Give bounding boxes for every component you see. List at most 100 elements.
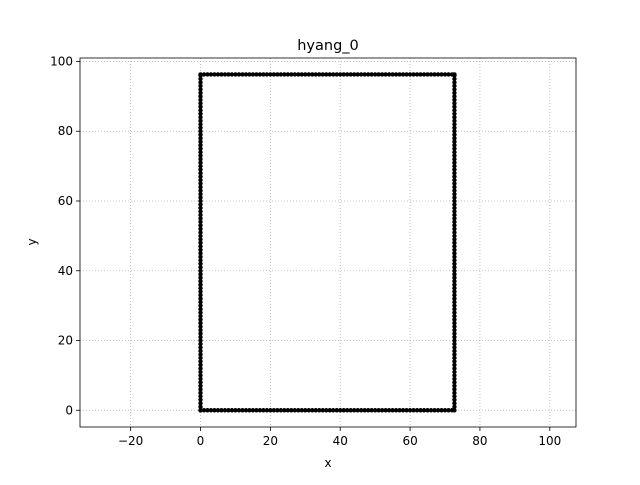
x-tick-label: 40 bbox=[333, 434, 348, 448]
data-point bbox=[452, 97, 457, 103]
data-point bbox=[198, 268, 203, 273]
data-point bbox=[215, 72, 221, 77]
ticks-layer: −20 0 20 40 60 80 100 0 20 40 60 80 100 bbox=[50, 54, 561, 448]
data-point bbox=[452, 397, 457, 402]
data-point bbox=[452, 104, 457, 110]
data-point bbox=[452, 275, 457, 280]
data-point bbox=[208, 408, 214, 413]
data-point bbox=[198, 341, 203, 347]
data-point bbox=[317, 72, 322, 77]
data-point bbox=[198, 219, 203, 225]
data-point bbox=[452, 87, 457, 92]
data-point bbox=[452, 191, 457, 197]
data-point bbox=[208, 72, 214, 77]
data-point bbox=[201, 72, 207, 77]
data-point bbox=[452, 153, 457, 158]
data-point bbox=[452, 327, 457, 333]
data-point bbox=[198, 132, 203, 137]
data-point bbox=[452, 408, 457, 413]
data-point bbox=[271, 408, 277, 413]
data-point bbox=[428, 72, 434, 77]
data-point bbox=[452, 359, 457, 364]
data-point bbox=[418, 72, 423, 77]
data-point bbox=[411, 72, 416, 77]
data-point bbox=[226, 72, 231, 77]
data-point bbox=[355, 72, 360, 77]
data-point bbox=[198, 87, 203, 92]
data-point bbox=[386, 408, 392, 413]
data-point bbox=[362, 72, 367, 77]
data-point bbox=[198, 324, 203, 329]
data-point bbox=[452, 348, 457, 354]
data-point bbox=[198, 394, 203, 399]
data-point bbox=[452, 404, 457, 409]
data-point bbox=[198, 122, 203, 127]
data-point bbox=[198, 292, 203, 298]
y-tick-label: 60 bbox=[58, 194, 73, 208]
y-tick-label: 80 bbox=[58, 124, 73, 138]
data-point bbox=[452, 205, 457, 211]
data-point bbox=[442, 72, 448, 77]
data-point bbox=[198, 188, 203, 193]
data-point bbox=[261, 408, 266, 413]
data-point bbox=[452, 355, 457, 361]
data-point bbox=[198, 174, 203, 179]
data-point bbox=[198, 355, 203, 361]
data-point bbox=[331, 72, 336, 77]
data-point bbox=[400, 72, 406, 77]
data-point bbox=[414, 72, 420, 77]
data-point bbox=[404, 408, 409, 413]
data-point bbox=[452, 362, 457, 368]
data-point bbox=[452, 289, 457, 294]
data-point bbox=[452, 306, 457, 312]
data-point bbox=[452, 219, 457, 225]
data-point bbox=[341, 72, 346, 77]
data-point bbox=[198, 376, 203, 382]
data-point bbox=[452, 258, 457, 263]
data-point bbox=[243, 72, 249, 77]
data-point bbox=[198, 202, 203, 207]
data-point bbox=[212, 408, 217, 413]
data-point bbox=[362, 408, 367, 413]
data-point bbox=[198, 223, 203, 228]
data-point bbox=[198, 258, 203, 263]
data-point bbox=[292, 72, 298, 77]
data-point bbox=[345, 72, 350, 77]
data-point bbox=[198, 401, 203, 406]
data-point bbox=[198, 177, 203, 183]
data-point bbox=[205, 72, 210, 77]
data-point bbox=[289, 408, 294, 413]
data-point bbox=[452, 90, 457, 96]
data-point bbox=[198, 83, 203, 89]
data-point bbox=[452, 373, 457, 378]
data-point bbox=[198, 108, 203, 113]
data-point bbox=[439, 72, 444, 77]
data-point bbox=[452, 261, 457, 266]
data-point bbox=[275, 408, 280, 413]
data-point bbox=[452, 111, 457, 117]
data-point bbox=[240, 72, 245, 77]
data-point bbox=[198, 397, 203, 402]
data-point bbox=[452, 146, 457, 151]
data-point bbox=[320, 72, 325, 77]
data-point bbox=[393, 72, 399, 77]
data-point bbox=[198, 275, 203, 280]
data-point bbox=[310, 72, 315, 77]
data-point bbox=[198, 76, 203, 82]
data-point bbox=[351, 408, 357, 413]
data-point bbox=[452, 233, 457, 239]
data-point bbox=[198, 373, 203, 378]
data-point bbox=[425, 72, 430, 77]
data-point bbox=[432, 408, 437, 413]
data-point bbox=[278, 72, 284, 77]
data-point bbox=[452, 174, 457, 179]
data-point bbox=[439, 408, 444, 413]
data-point bbox=[198, 237, 203, 242]
data-point bbox=[432, 72, 437, 77]
data-point bbox=[452, 317, 457, 322]
data-point bbox=[372, 72, 378, 77]
data-point bbox=[289, 72, 294, 77]
x-tick-label: 0 bbox=[197, 434, 205, 448]
